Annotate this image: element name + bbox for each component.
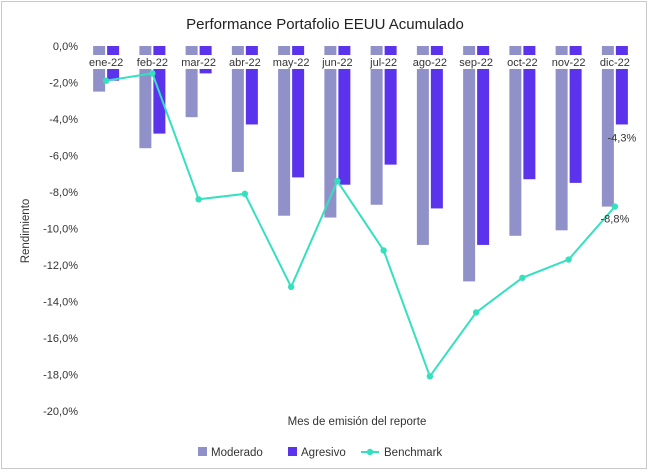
y-tick-label: -14,0% [43, 297, 78, 309]
x-tick-label: sep-22 [459, 57, 493, 69]
data-label-benchmark: -8,8% [601, 214, 630, 226]
bar-agresivo-nov-22 [569, 46, 582, 183]
bar-moderado-dic-22 [601, 46, 614, 207]
data-label-agresivo: -4,3% [608, 132, 637, 144]
bar-moderado-jul-22 [370, 46, 383, 205]
legend-swatch-moderado [198, 447, 207, 456]
x-tick-label: feb-22 [137, 57, 168, 69]
bar-moderado-feb-22 [139, 46, 152, 149]
bar-agresivo-may-22 [292, 46, 305, 178]
x-tick-label-bg [270, 55, 313, 69]
benchmark-point-oct-22 [519, 274, 526, 281]
benchmark-point-jun-22 [334, 177, 341, 185]
benchmark-point-jul-22 [380, 247, 387, 254]
bar-moderado-nov-22 [555, 46, 568, 231]
benchmark-point-mar-22 [195, 196, 202, 203]
x-tick-label: abr-22 [229, 57, 261, 69]
bar-moderado-abr-22 [231, 46, 244, 172]
legend: Moderado Agresivo Benchmark [198, 447, 442, 459]
y-tick-label: -10,0% [43, 224, 78, 236]
x-tick-label-bg [501, 55, 544, 69]
bar-moderado-jun-22 [324, 46, 337, 218]
benchmark-point-may-22 [287, 283, 295, 291]
y-tick-label: -4,0% [49, 114, 78, 126]
y-axis-label: Rendimiento [20, 199, 32, 264]
x-tick-label-bg [593, 55, 636, 69]
y-tick-label: -2,0% [49, 78, 78, 90]
data-labels: -4,3% -8,8% [601, 132, 637, 225]
legend-label-moderado: Moderado [211, 447, 263, 459]
x-tick-label: jun-22 [321, 57, 353, 69]
bar-agresivo-jul-22 [384, 46, 397, 165]
chart-title: Performance Portafolio EEUU Acumulado [186, 16, 464, 33]
benchmark-point-sep-22 [472, 309, 480, 316]
x-tick-label: nov-22 [552, 57, 586, 69]
x-tick-label-bg [316, 55, 359, 69]
x-tick-label-bg [223, 55, 266, 69]
x-tick-label-bg [177, 55, 220, 69]
chart-frame: Performance Portafolio EEUU Acumulado Re… [1, 1, 647, 469]
bar-moderado-may-22 [278, 46, 291, 216]
x-tick-label-bg [85, 55, 128, 69]
x-tick-label-bg [547, 55, 590, 69]
benchmark-point-ene-22 [102, 77, 110, 84]
benchmark-point-feb-22 [149, 70, 156, 77]
benchmark-point-ago-22 [426, 373, 434, 380]
legend-swatch-agresivo [288, 447, 297, 456]
y-tick-label: -8,0% [49, 187, 78, 199]
bar-agresivo-jun-22 [338, 46, 351, 185]
x-tick-label-bg [408, 55, 451, 69]
bar-agresivo-ago-22 [430, 46, 443, 209]
bar-moderado-oct-22 [509, 46, 522, 236]
y-tick-label: -12,0% [43, 260, 78, 272]
benchmark-line-path [105, 72, 616, 379]
y-tick-label: -16,0% [43, 333, 78, 345]
x-tick-label: mar-22 [181, 57, 216, 69]
legend-marker-benchmark [366, 448, 374, 456]
x-tick-label: oct-22 [507, 57, 538, 69]
bar-agresivo-sep-22 [477, 46, 490, 245]
x-tick-label-bg [455, 55, 498, 69]
y-tick-label: -18,0% [43, 370, 78, 382]
y-tick-label: -20,0% [43, 406, 78, 418]
legend-label-agresivo: Agresivo [301, 447, 346, 459]
legend-label-benchmark: Benchmark [384, 447, 442, 459]
bar-agresivo-oct-22 [523, 46, 536, 180]
bar-moderado-ago-22 [416, 46, 429, 245]
x-axis-ticks: ene-22 feb-22 mar-22 abr-22 may-22 jun-22 jul-… [85, 55, 636, 69]
benchmark-line [102, 70, 619, 380]
benchmark-point-nov-22 [565, 256, 572, 263]
x-axis-label: Mes de emisión del reporte [288, 416, 427, 428]
x-tick-label-bg [362, 55, 405, 69]
x-tick-label: jul-22 [369, 57, 397, 69]
bars [93, 46, 628, 282]
y-tick-label: -6,0% [49, 151, 78, 163]
x-tick-label: ene-22 [89, 57, 123, 69]
y-axis-ticks: 0,0% -2,0% -4,0% -6,0% -8,0% -10,0% -12,0% -14,… [43, 41, 78, 418]
x-tick-label-bg [131, 55, 174, 69]
y-tick-label: 0,0% [53, 41, 78, 53]
chart: Performance Portafolio EEUU Acumulado Re… [20, 16, 637, 459]
benchmark-point-abr-22 [241, 190, 249, 198]
x-tick-label: dic-22 [600, 57, 630, 69]
x-tick-label: may-22 [273, 57, 310, 69]
x-tick-label: ago-22 [413, 57, 447, 69]
bar-moderado-sep-22 [463, 46, 476, 282]
benchmark-point-dic-22 [611, 203, 619, 210]
